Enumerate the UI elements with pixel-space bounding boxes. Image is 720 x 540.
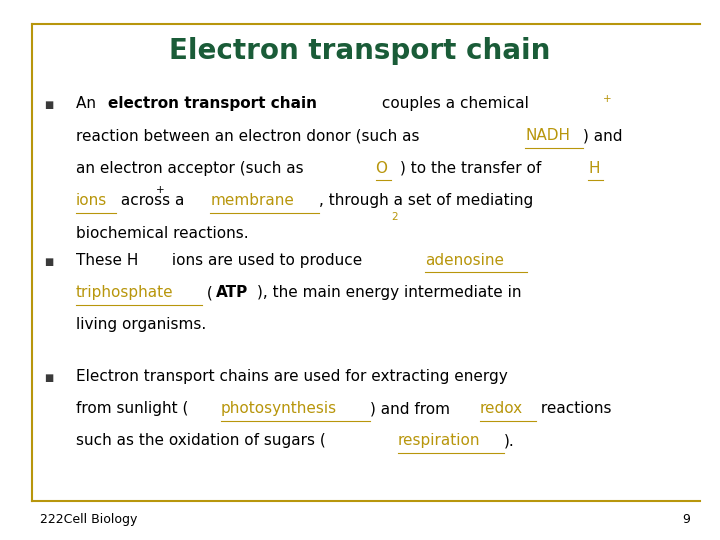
Text: triphosphate: triphosphate xyxy=(76,285,174,300)
Text: ) to the transfer of: ) to the transfer of xyxy=(400,161,546,176)
Text: ).: ). xyxy=(504,434,515,449)
Text: ■: ■ xyxy=(45,100,53,110)
Text: An: An xyxy=(76,96,101,111)
Text: redox: redox xyxy=(480,401,523,416)
Text: ATP: ATP xyxy=(215,285,248,300)
Text: +: + xyxy=(156,185,165,195)
Text: electron transport chain: electron transport chain xyxy=(108,96,317,111)
Text: ■: ■ xyxy=(45,373,53,383)
Text: from sunlight (: from sunlight ( xyxy=(76,401,188,416)
Text: (: ( xyxy=(202,285,212,300)
Text: an electron acceptor (such as: an electron acceptor (such as xyxy=(76,161,308,176)
Text: O: O xyxy=(376,161,387,176)
Text: 222Cell Biology: 222Cell Biology xyxy=(40,513,137,526)
Text: , through a set of mediating: , through a set of mediating xyxy=(319,193,533,208)
Text: ■: ■ xyxy=(45,256,53,267)
Text: H: H xyxy=(588,161,600,176)
Text: These H: These H xyxy=(76,253,138,268)
Text: ), the main energy intermediate in: ), the main energy intermediate in xyxy=(257,285,521,300)
Text: reaction between an electron donor (such as: reaction between an electron donor (such… xyxy=(76,129,424,144)
Text: biochemical reactions.: biochemical reactions. xyxy=(76,226,248,241)
Text: living organisms.: living organisms. xyxy=(76,318,206,333)
Text: +: + xyxy=(603,93,612,104)
Text: NADH: NADH xyxy=(525,129,570,144)
Text: ) and from: ) and from xyxy=(370,401,455,416)
Text: couples a chemical: couples a chemical xyxy=(377,96,529,111)
Text: 2: 2 xyxy=(391,212,397,222)
Text: respiration: respiration xyxy=(398,434,480,449)
Text: photosynthesis: photosynthesis xyxy=(220,401,337,416)
Text: Electron transport chains are used for extracting energy: Electron transport chains are used for e… xyxy=(76,369,508,384)
Text: such as the oxidation of sugars (: such as the oxidation of sugars ( xyxy=(76,434,325,449)
Text: ions: ions xyxy=(76,193,107,208)
Text: ions are used to produce: ions are used to produce xyxy=(167,253,367,268)
Text: membrane: membrane xyxy=(210,193,294,208)
Text: across a: across a xyxy=(116,193,189,208)
Text: 9: 9 xyxy=(682,513,690,526)
Text: reactions: reactions xyxy=(536,401,611,416)
Text: adenosine: adenosine xyxy=(426,253,505,268)
Text: ) and: ) and xyxy=(583,129,623,144)
Text: Electron transport chain: Electron transport chain xyxy=(169,37,551,65)
